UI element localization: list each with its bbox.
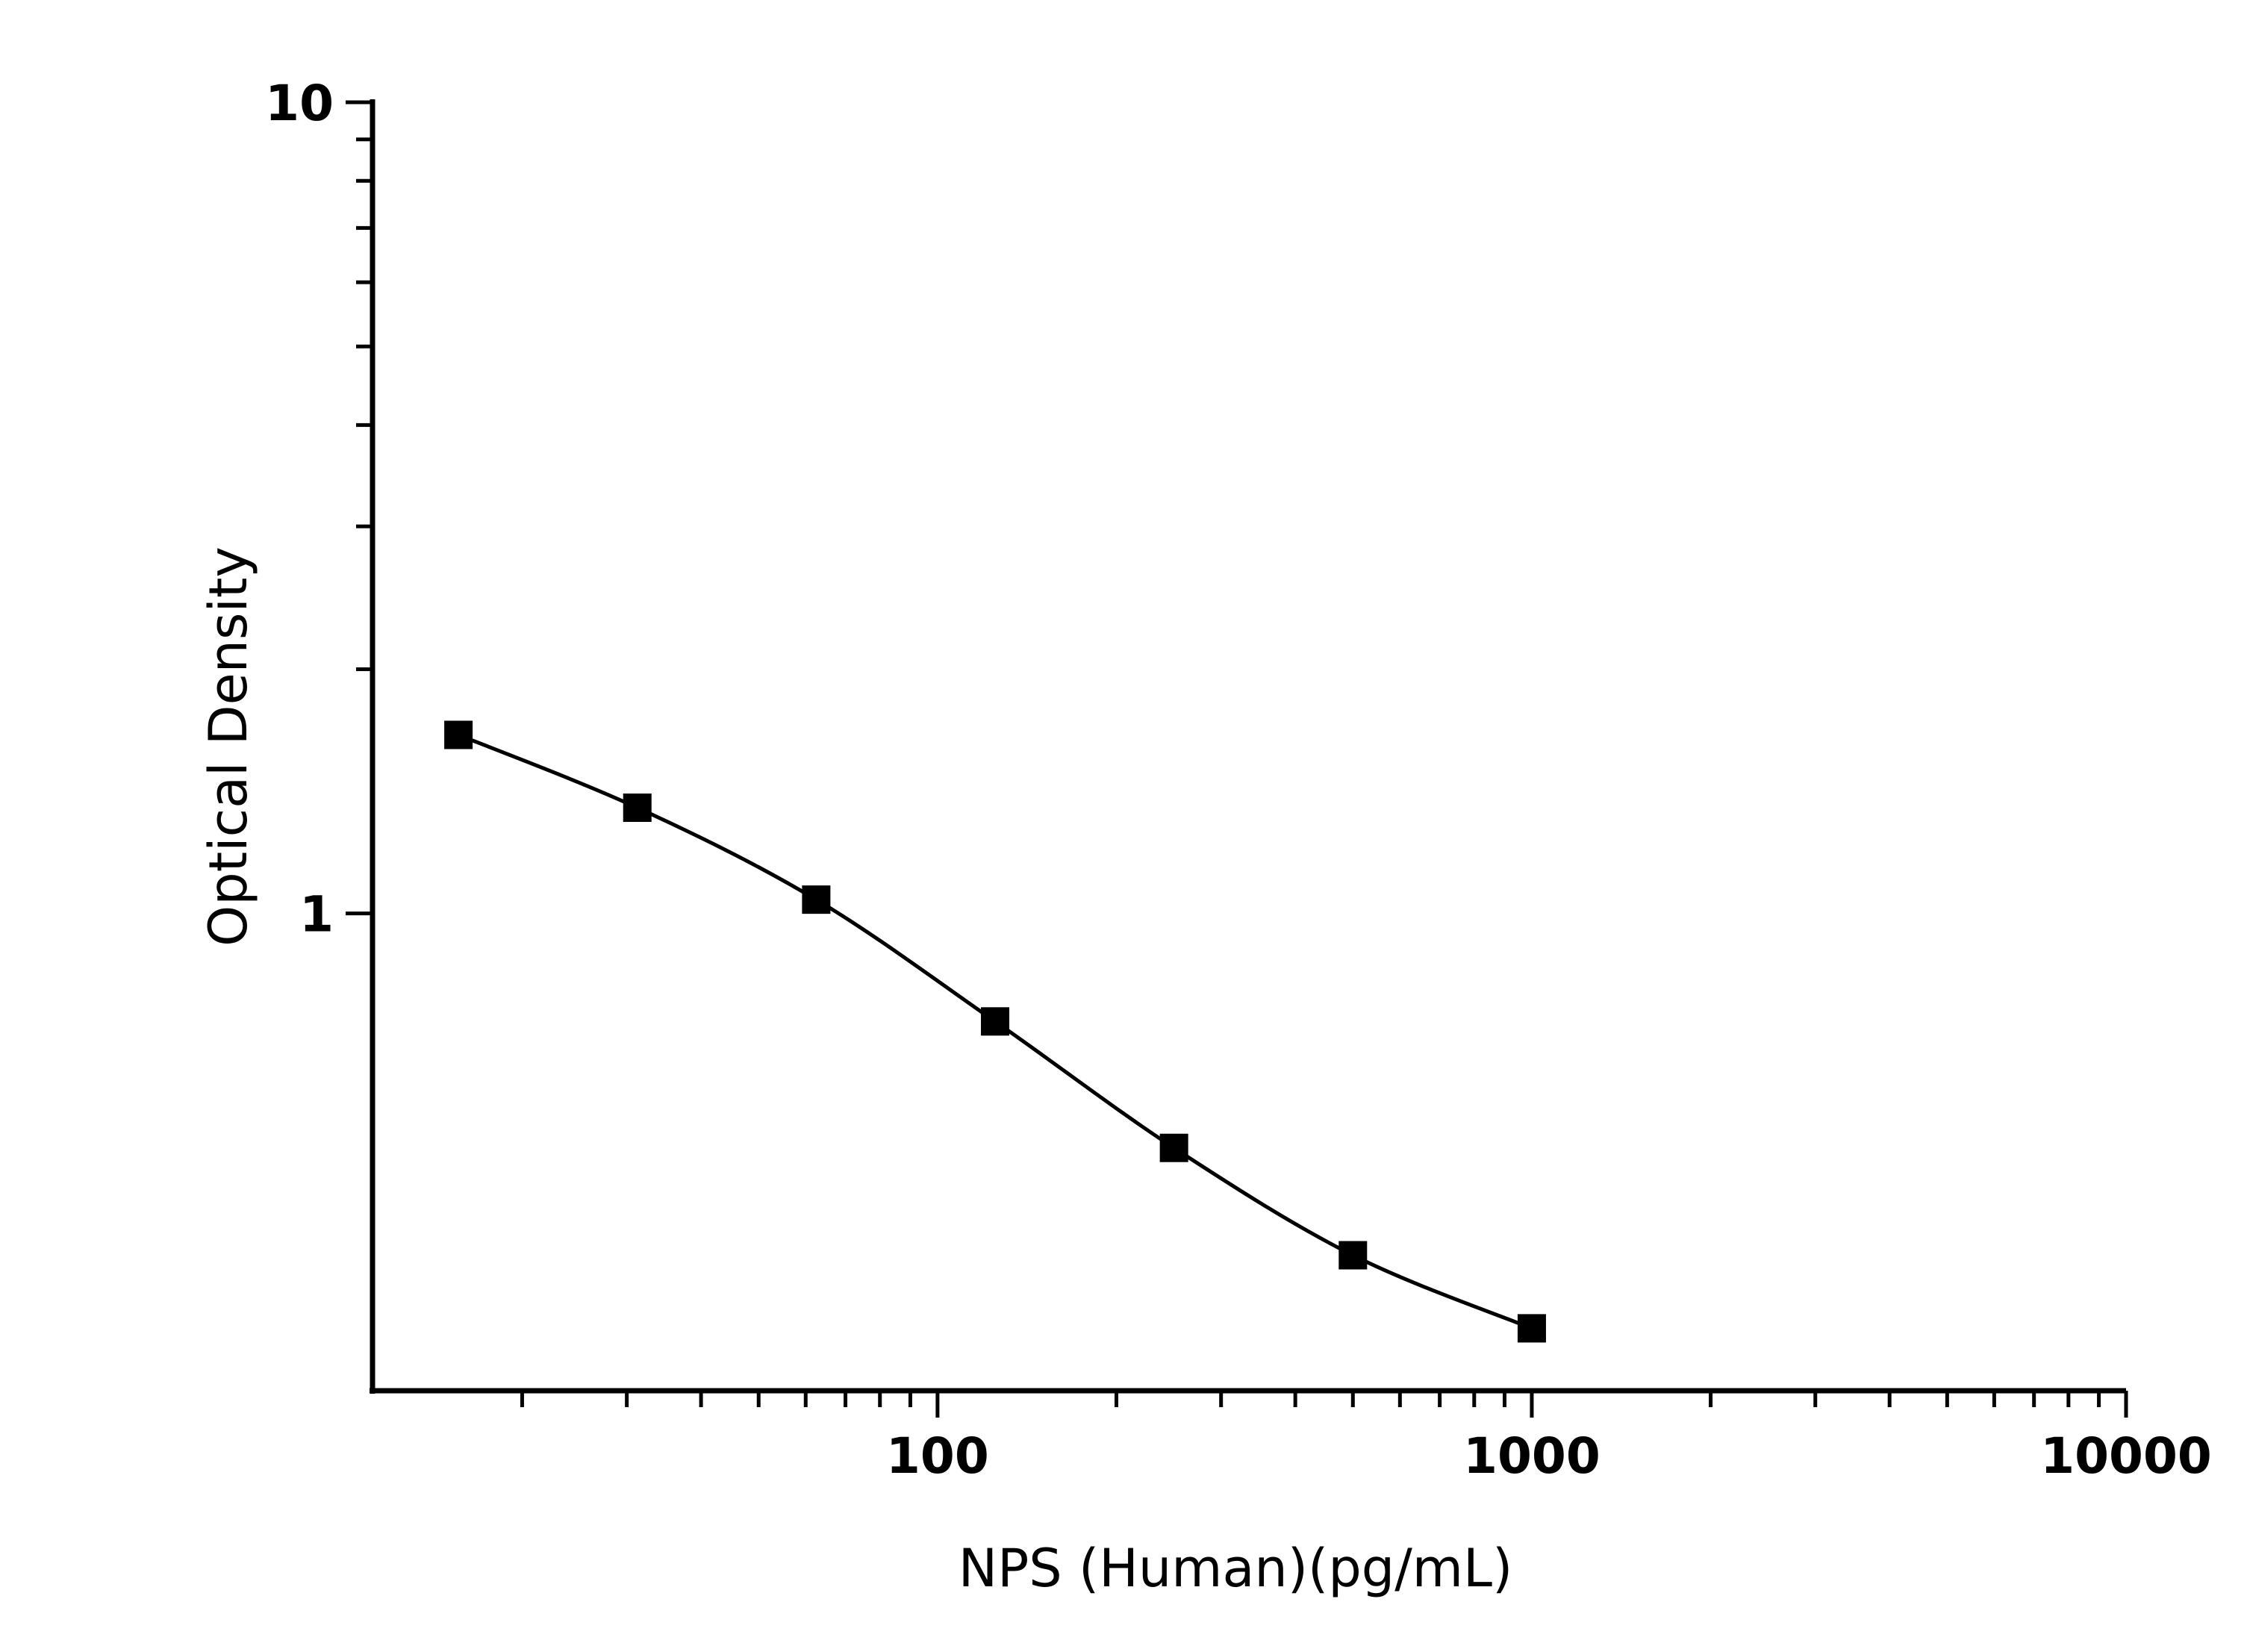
x-tick-label: 100 [886, 1427, 989, 1485]
x-tick-label: 1000 [1463, 1427, 1601, 1485]
y-axis-title: Optical Density [198, 546, 259, 947]
x-axis-title: NPS (Human)(pg/mL) [959, 1538, 1513, 1599]
axes [346, 99, 2128, 1418]
y-tick-labels: 1 10 [265, 75, 334, 944]
data-point [444, 720, 473, 749]
data-point [1159, 1133, 1188, 1162]
y-tick-label: 10 [265, 75, 334, 132]
data-point [802, 885, 831, 914]
y-tick-label: 1 [299, 886, 334, 944]
data-point [1338, 1241, 1368, 1270]
data-point [1517, 1314, 1546, 1343]
x-tick-label: 10000 [2040, 1427, 2212, 1485]
data-point [981, 1007, 1010, 1036]
x-tick-labels: 100 1000 10000 [886, 1427, 2212, 1485]
data-points [444, 720, 1546, 1343]
data-point [623, 794, 652, 823]
